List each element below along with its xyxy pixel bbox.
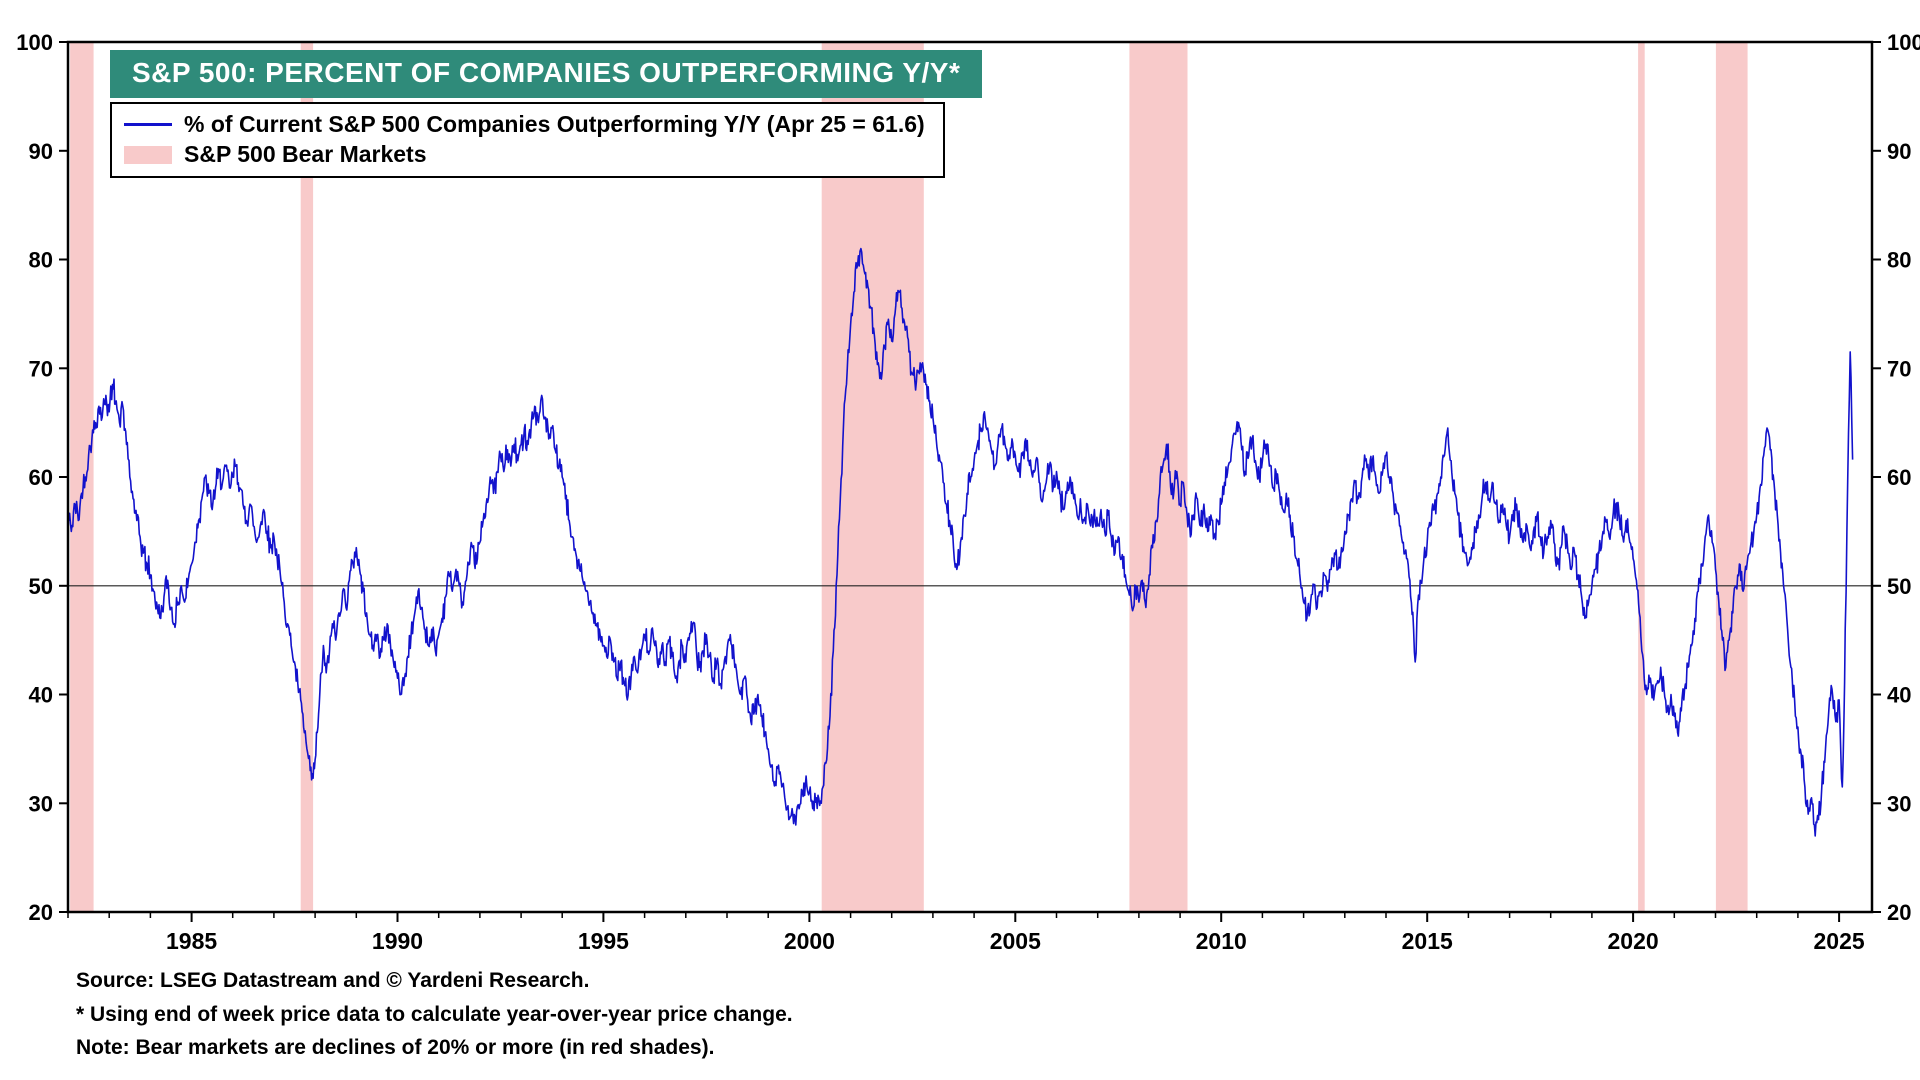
chart-canvas: 20 20 30 30 40 40 50 50 60 60 70 70 80 80 90 90 100 100 19… <box>16 30 1920 954</box>
svg-text:60: 60 <box>1887 465 1911 490</box>
svg-text:70: 70 <box>1887 356 1911 381</box>
svg-text:40: 40 <box>1887 683 1911 708</box>
svg-text:2015: 2015 <box>1402 928 1453 954</box>
line-series-swatch <box>124 123 172 126</box>
svg-text:80: 80 <box>29 248 53 273</box>
svg-text:2010: 2010 <box>1196 928 1247 954</box>
legend-row-bear-markets: S&P 500 Bear Markets <box>124 141 925 168</box>
svg-text:1995: 1995 <box>578 928 629 954</box>
methodology-note: * Using end of week price data to calcul… <box>76 1002 793 1026</box>
bear-market-swatch <box>124 145 172 164</box>
legend-row-series: % of Current S&P 500 Companies Outperfor… <box>124 111 925 138</box>
svg-text:30: 30 <box>29 791 53 816</box>
svg-text:2000: 2000 <box>784 928 835 954</box>
svg-text:60: 60 <box>29 465 53 490</box>
chart-footnotes: Source: LSEG Datastream and © Yardeni Re… <box>76 964 793 1065</box>
svg-text:2005: 2005 <box>990 928 1041 954</box>
svg-text:20: 20 <box>29 900 53 925</box>
svg-text:2020: 2020 <box>1608 928 1659 954</box>
svg-text:50: 50 <box>1887 574 1911 599</box>
svg-text:90: 90 <box>1887 139 1911 164</box>
chart-title: S&P 500: PERCENT OF COMPANIES OUTPERFORM… <box>110 50 983 98</box>
line-series-label: % of Current S&P 500 Companies Outperfor… <box>184 111 925 137</box>
svg-text:40: 40 <box>29 683 53 708</box>
svg-text:1990: 1990 <box>372 928 423 954</box>
svg-text:70: 70 <box>29 356 53 381</box>
svg-text:80: 80 <box>1887 248 1911 273</box>
svg-text:20: 20 <box>1887 900 1911 925</box>
svg-text:100: 100 <box>16 30 53 55</box>
svg-text:2025: 2025 <box>1814 928 1865 954</box>
svg-text:30: 30 <box>1887 791 1911 816</box>
svg-text:1985: 1985 <box>166 928 217 954</box>
svg-text:50: 50 <box>29 574 53 599</box>
svg-text:100: 100 <box>1887 30 1920 55</box>
bear-markets-label: S&P 500 Bear Markets <box>184 141 427 167</box>
bear-market-note: Note: Bear markets are declines of 20% o… <box>76 1036 715 1060</box>
svg-text:90: 90 <box>29 139 53 164</box>
legend: % of Current S&P 500 Companies Outperfor… <box>110 102 945 178</box>
source-note: Source: LSEG Datastream and © Yardeni Re… <box>76 969 590 992</box>
